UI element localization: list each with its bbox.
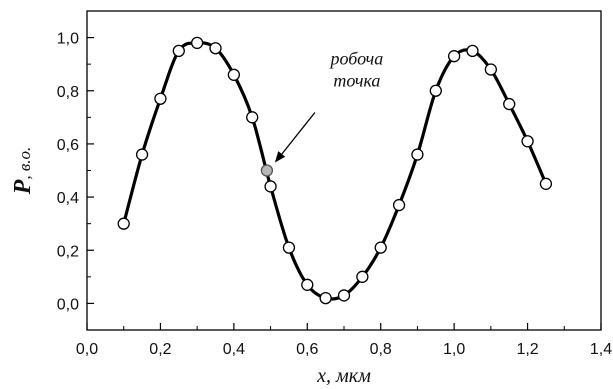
data-point — [135, 148, 149, 161]
x-tick-label: 1,0 — [443, 341, 465, 358]
data-point — [466, 44, 479, 58]
working-point-marker — [260, 164, 274, 177]
data-point — [117, 217, 130, 230]
x-tick-label: 0,4 — [223, 341, 245, 358]
data-point — [337, 289, 351, 302]
y-tick-label: 0,4 — [57, 190, 79, 207]
x-tick-label: 0,2 — [149, 341, 171, 358]
data-point — [319, 291, 332, 305]
annotation-arrowhead — [274, 151, 286, 163]
data-point — [227, 68, 241, 81]
data-point — [264, 180, 277, 193]
data-point — [411, 148, 424, 161]
data-point — [356, 270, 369, 283]
x-tick-label: 0,0 — [76, 341, 98, 358]
data-point — [209, 42, 222, 55]
points-layer — [117, 36, 553, 305]
data-point — [484, 63, 498, 76]
y-tick-label: 0,8 — [57, 84, 79, 101]
annotation-arrow — [279, 112, 316, 157]
data-point — [154, 92, 167, 105]
data-point — [521, 135, 534, 148]
data-point — [429, 84, 442, 97]
x-tick-label: 0,8 — [370, 341, 392, 358]
x-tick-label: 1,2 — [516, 341, 538, 358]
ticks-layer: 0,0 0,2 0,4 0,6 0,8 1,0 1,2 1,4 0,0 0,2 0,4 0,6 0,8 1… — [57, 31, 612, 358]
plot-frame — [86, 10, 602, 331]
y-axis-label: P, в.о. — [10, 147, 36, 196]
data-point — [282, 241, 296, 254]
x-tick-label: 0,6 — [296, 341, 318, 358]
data-point — [301, 278, 314, 291]
y-tick-label: 0,2 — [57, 243, 79, 260]
data-point — [374, 241, 387, 254]
annotation-line-2: точка — [333, 71, 380, 91]
data-point — [246, 111, 259, 124]
y-axis-label-main: P — [10, 179, 36, 195]
data-point — [447, 50, 461, 63]
data-point — [539, 177, 553, 190]
y-tick-label: 0,6 — [57, 137, 79, 154]
data-point — [172, 44, 185, 58]
data-point — [392, 198, 406, 212]
y-tick-label: 0,0 — [57, 296, 79, 313]
y-tick-label: 1,0 — [57, 31, 79, 48]
data-point — [503, 97, 516, 111]
annotation-line-1: робоча — [329, 49, 384, 69]
x-axis-label: x, мкм — [316, 365, 371, 387]
y-axis-label-unit: , в.о. — [15, 147, 34, 180]
data-point — [190, 36, 204, 50]
x-tick-label: 1,4 — [590, 341, 612, 358]
